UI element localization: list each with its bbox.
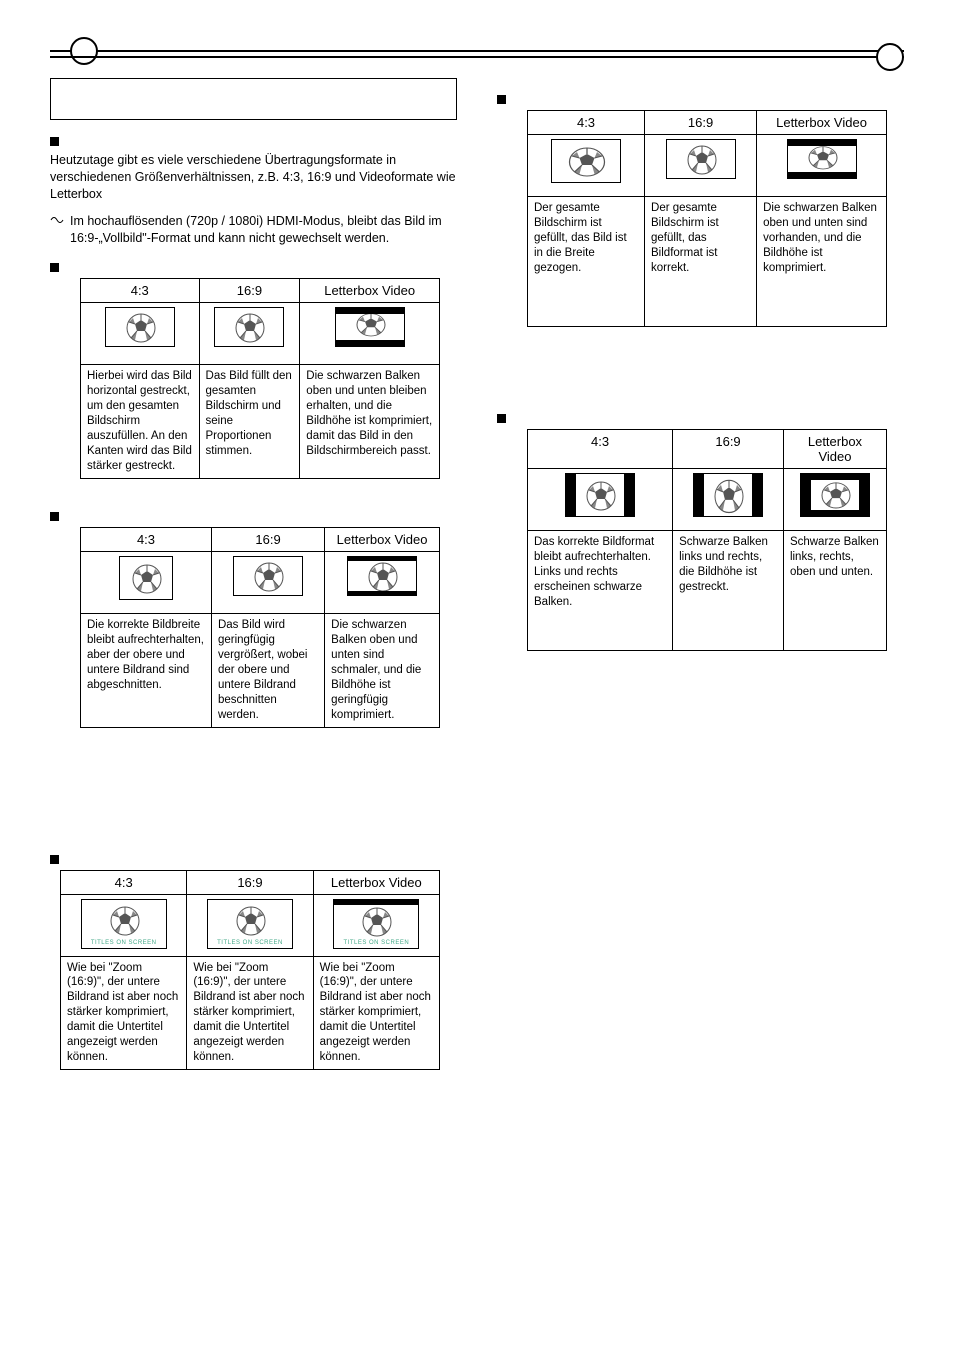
col-header: 16:9 bbox=[645, 111, 757, 135]
note-icon bbox=[50, 214, 64, 247]
desc-cell: Die korrekte Bildbreite bleibt aufrechte… bbox=[81, 613, 212, 727]
square-bullet-icon bbox=[50, 263, 59, 272]
intro-bullet bbox=[50, 134, 457, 146]
square-bullet-icon bbox=[50, 855, 59, 864]
col-header: 16:9 bbox=[199, 279, 300, 303]
desc-cell: Das Bild füllt den gesamten Bildschirm u… bbox=[199, 365, 300, 479]
desc-cell: Das Bild wird geringfügig vergrößert, wo… bbox=[211, 613, 324, 727]
col-header: Letterbox Video bbox=[757, 111, 887, 135]
col-header: 16:9 bbox=[187, 870, 313, 894]
col-header: 4:3 bbox=[61, 870, 187, 894]
desc-cell: Der gesamte Bildschirm ist gefüllt, das … bbox=[528, 197, 645, 327]
desc-cell: Die schwarzen Balken oben und unten sind… bbox=[757, 197, 887, 327]
right-column: 4:3 16:9 Letterbox Video Der gesamte Bil… bbox=[497, 78, 904, 1100]
note-row: Im hochauflösenden (720p / 1080i) HDMI-M… bbox=[50, 213, 457, 247]
col-header: Letterbox Video bbox=[313, 870, 439, 894]
col-header: 16:9 bbox=[673, 430, 784, 469]
col-header: 4:3 bbox=[81, 527, 212, 551]
subtitle-overlay: TITLES ON SCREEN bbox=[82, 940, 166, 946]
section-title-box bbox=[50, 78, 457, 120]
col-header: Letterbox Video bbox=[783, 430, 886, 469]
desc-cell: Schwarze Balken links, rechts, oben und … bbox=[783, 531, 886, 651]
desc-cell: Der gesamte Bildschirm ist gefüllt, das … bbox=[645, 197, 757, 327]
desc-cell: Wie bei "Zoom (16:9)", der untere Bildra… bbox=[61, 956, 187, 1070]
format-table-1: 4:3 16:9 Letterbox Video Hierbei wird da… bbox=[80, 278, 440, 479]
square-bullet-icon bbox=[497, 95, 506, 104]
format-table-3: 4:3 16:9 Letterbox Video TITLES ON SCREE… bbox=[60, 870, 440, 1071]
subtitle-overlay: TITLES ON SCREEN bbox=[208, 940, 292, 946]
square-bullet-icon bbox=[497, 414, 506, 423]
format-table-5: 4:3 16:9 Letterbox Video Das korrekte Bi… bbox=[527, 429, 887, 651]
subtitle-overlay: TITLES ON SCREEN bbox=[334, 940, 418, 946]
format-table-4: 4:3 16:9 Letterbox Video Der gesamte Bil… bbox=[527, 110, 887, 327]
desc-cell: Wie bei "Zoom (16:9)", der untere Bildra… bbox=[187, 956, 313, 1070]
col-header: Letterbox Video bbox=[300, 279, 440, 303]
intro-paragraph: Heutzutage gibt es viele verschiedene Üb… bbox=[50, 152, 457, 203]
left-column: Heutzutage gibt es viele verschiedene Üb… bbox=[50, 78, 457, 1100]
header-notch-right bbox=[876, 43, 904, 71]
col-header: 4:3 bbox=[528, 111, 645, 135]
desc-cell: Wie bei "Zoom (16:9)", der untere Bildra… bbox=[313, 956, 439, 1070]
header-notch-left bbox=[70, 37, 98, 65]
col-header: 4:3 bbox=[81, 279, 200, 303]
desc-cell: Schwarze Balken links und rechts, die Bi… bbox=[673, 531, 784, 651]
square-bullet-icon bbox=[50, 512, 59, 521]
col-header: Letterbox Video bbox=[325, 527, 440, 551]
format-table-2: 4:3 16:9 Letterbox Video Die korrekte Bi… bbox=[80, 527, 440, 728]
note-text: Im hochauflösenden (720p / 1080i) HDMI-M… bbox=[70, 213, 457, 247]
col-header: 16:9 bbox=[211, 527, 324, 551]
desc-cell: Hierbei wird das Bild horizontal gestrec… bbox=[81, 365, 200, 479]
desc-cell: Die schwarzen Balken oben und unten sind… bbox=[325, 613, 440, 727]
desc-cell: Die schwarzen Balken oben und unten blei… bbox=[300, 365, 440, 479]
col-header: 4:3 bbox=[528, 430, 673, 469]
desc-cell: Das korrekte Bildformat bleibt aufrechte… bbox=[528, 531, 673, 651]
square-bullet-icon bbox=[50, 137, 59, 146]
